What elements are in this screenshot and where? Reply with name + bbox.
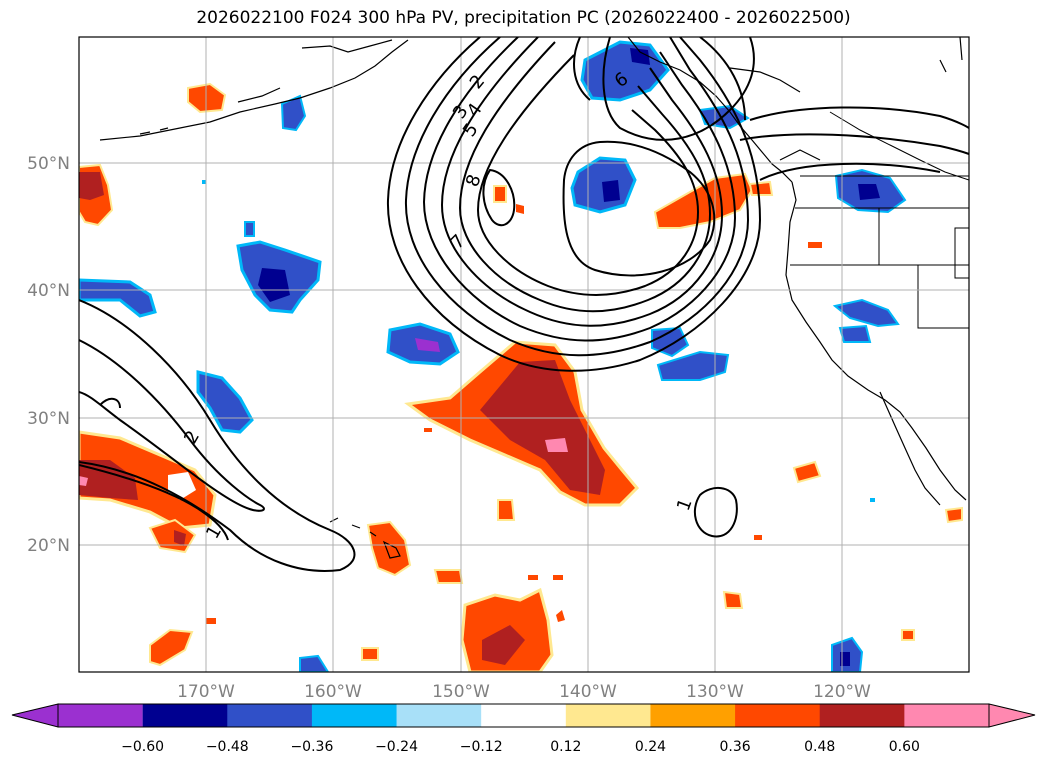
colorbar-tick-label: −0.12 bbox=[460, 739, 503, 755]
political-borders bbox=[790, 111, 969, 329]
colorbar-segment bbox=[227, 704, 313, 727]
positive-anomaly-central bbox=[404, 340, 640, 507]
colorbar-segment bbox=[481, 704, 567, 727]
negative-anomaly-hawaii-north bbox=[196, 370, 254, 434]
colorbar-tick-label: 0.48 bbox=[804, 739, 835, 755]
lat-label-40n: 40°N bbox=[27, 281, 70, 301]
colorbar-tick-label: −0.48 bbox=[206, 739, 249, 755]
colorbar-segment bbox=[58, 704, 143, 727]
colorbar-frame bbox=[57, 703, 990, 728]
latitude-labels: 50°N 40°N 30°N 20°N bbox=[27, 154, 70, 556]
lat-label-30n: 30°N bbox=[27, 409, 70, 429]
precipitation-shading bbox=[79, 40, 963, 672]
lat-label-50n: 50°N bbox=[27, 154, 70, 174]
negative-anomaly-far-west bbox=[79, 278, 157, 318]
colorbar-extend-low bbox=[11, 703, 59, 728]
colorbar-tick-label: −0.60 bbox=[121, 739, 164, 755]
negative-anomaly-central bbox=[386, 322, 460, 366]
colorbar-segment bbox=[311, 704, 398, 727]
colorbar-labels: −0.60 −0.48 −0.36 −0.24 −0.12 0.12 0.24 0.36 0.4… bbox=[121, 739, 920, 755]
lon-label-120w: 120°W bbox=[813, 682, 871, 702]
colorbar-segment bbox=[819, 704, 905, 727]
colorbar-tick-label: 0.36 bbox=[720, 739, 751, 755]
positive-anomaly-south bbox=[460, 587, 554, 672]
lon-label-130w: 130°W bbox=[686, 682, 744, 702]
colorbar-tick-label: 0.24 bbox=[635, 739, 666, 755]
colorbar-segment bbox=[142, 704, 228, 727]
coastlines bbox=[99, 37, 967, 559]
lat-label-20n: 20°N bbox=[27, 536, 70, 556]
colorbar-tick-label: −0.24 bbox=[375, 739, 418, 755]
colorbar-segments bbox=[58, 704, 989, 727]
plot-frame bbox=[78, 36, 970, 673]
colorbar-segment bbox=[396, 704, 482, 727]
colorbar-segment bbox=[735, 704, 821, 727]
lon-label-160w: 160°W bbox=[304, 682, 362, 702]
negative-anomaly-west-central bbox=[236, 221, 322, 314]
colorbar-extend-high bbox=[988, 703, 1036, 728]
map-title: 2026022100 F024 300 hPa PV, precipitatio… bbox=[196, 8, 851, 28]
colorbar-segment bbox=[565, 704, 651, 727]
colorbar-tick-label: 0.12 bbox=[550, 739, 581, 755]
colorbar-segment bbox=[650, 704, 736, 727]
plot-area: 2 3 4 5 6 7 8 2 1 1 bbox=[79, 37, 969, 672]
lon-label-140w: 140°W bbox=[559, 682, 617, 702]
longitude-labels: 170°W 160°W 150°W 140°W 130°W 120°W bbox=[177, 682, 871, 702]
colorbar-tick-label: −0.36 bbox=[290, 739, 333, 755]
colorbar: −0.60 −0.48 −0.36 −0.24 −0.12 0.12 0.24 0.36 0.4… bbox=[11, 703, 1036, 755]
lon-label-150w: 150°W bbox=[432, 682, 490, 702]
lon-label-170w: 170°W bbox=[177, 682, 235, 702]
colorbar-tick-label: 0.60 bbox=[889, 739, 920, 755]
pv-contours bbox=[79, 37, 969, 572]
colorbar-segment bbox=[904, 704, 989, 727]
